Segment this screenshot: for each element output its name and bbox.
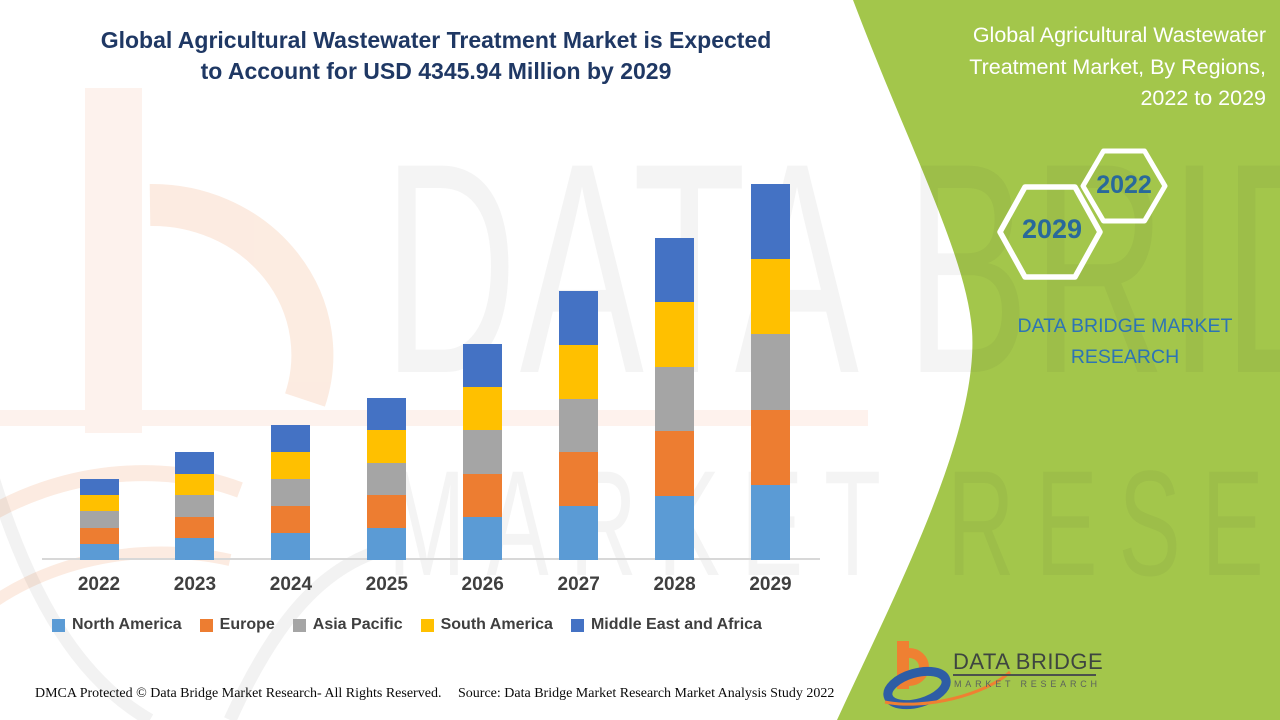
chart-title-line1: Global Agricultural Wastewater Treatment… (100, 27, 772, 53)
bar-segment-europe-2028 (655, 431, 695, 496)
bar-segment-middle-east-and-africa-2023 (175, 452, 215, 474)
bar-2022 (79, 479, 119, 560)
x-axis-label-2026: 2026 (461, 574, 504, 595)
legend-label-north-america: North America (72, 616, 182, 633)
bar-2025 (367, 398, 407, 560)
logo-sub-name: MARKET RESEARCH (954, 679, 1101, 689)
legend-swatch-north-america (52, 618, 65, 632)
bar-segment-asia-pacific-2024 (271, 479, 311, 506)
footer-source-text: Source: Data Bridge Market Research Mark… (458, 686, 835, 701)
bar-segment-north-america-2026 (463, 517, 503, 560)
bar-segment-south-america-2029 (751, 259, 790, 334)
hexagon-year-2029: 2029 (1021, 214, 1083, 244)
bar-2029 (751, 184, 790, 560)
side-panel-heading-line3: 2022 to 2029 (1140, 86, 1266, 110)
x-axis-label-2027: 2027 (557, 574, 600, 595)
bar-segment-europe-2026 (463, 474, 503, 517)
panel-brand-line2: RESEARCH (1070, 346, 1180, 368)
side-panel-heading-line2: Treatment Market, By Regions, (969, 54, 1266, 79)
legend-label-asia-pacific: Asia Pacific (312, 616, 403, 633)
x-axis-line (42, 558, 820, 560)
x-axis-label-2024: 2024 (269, 574, 313, 595)
x-axis-label-2025: 2025 (365, 574, 408, 595)
bar-2024 (271, 425, 311, 560)
legend-swatch-asia-pacific (292, 618, 306, 632)
bar-segment-north-america-2022 (79, 544, 119, 560)
bar-segment-asia-pacific-2029 (751, 334, 790, 410)
legend-swatch-europe (199, 618, 213, 632)
bar-segment-europe-2024 (271, 506, 311, 533)
bar-segment-asia-pacific-2022 (79, 511, 119, 528)
x-axis-label-2022: 2022 (77, 574, 121, 595)
bar-segment-middle-east-and-africa-2025 (367, 398, 407, 430)
bar-segment-south-america-2023 (175, 474, 215, 495)
bar-segment-north-america-2028 (655, 496, 695, 560)
panel-brand-text: DATA BRIDGE MARKET RESEARCH (975, 311, 1275, 373)
footer-dmca-text: DMCA Protected © Data Bridge Market Rese… (35, 686, 442, 701)
legend-swatch-south-america (420, 618, 434, 632)
legend-item-middle-east-and-africa: Middle East and Africa (570, 616, 762, 634)
bar-segment-south-america-2025 (367, 430, 407, 463)
bar-segment-europe-2027 (559, 452, 599, 506)
bar-segment-north-america-2024 (271, 533, 311, 560)
legend-label-europe: Europe (219, 616, 275, 633)
bar-2027 (559, 291, 599, 560)
bar-2028 (655, 238, 695, 560)
side-panel-heading-line1: Global Agricultural Wastewater (972, 23, 1266, 47)
bar-segment-europe-2025 (367, 495, 407, 528)
bar-segment-middle-east-and-africa-2029 (751, 184, 790, 259)
legend-swatch-middle-east-and-africa (570, 618, 584, 632)
logo-divider-line (953, 674, 1096, 676)
bar-segment-middle-east-and-africa-2024 (271, 425, 311, 452)
legend-item-north-america: North America (52, 616, 182, 634)
x-axis-label-2023: 2023 (173, 574, 217, 595)
bar-segment-north-america-2029 (751, 485, 790, 560)
legend-label-south-america: South America (440, 616, 553, 633)
legend-item-europe: Europe (199, 616, 275, 634)
bar-segment-europe-2023 (175, 517, 215, 538)
legend-item-asia-pacific: Asia Pacific (292, 616, 403, 634)
bar-segment-asia-pacific-2027 (559, 399, 599, 452)
bar-segment-middle-east-and-africa-2026 (463, 344, 503, 387)
bar-segment-asia-pacific-2023 (175, 495, 215, 517)
bar-2026 (463, 344, 503, 560)
bar-segment-south-america-2024 (271, 452, 311, 479)
bar-segment-south-america-2027 (559, 345, 599, 399)
legend-item-south-america: South America (420, 616, 553, 634)
hexagon-year-2022: 2022 (1096, 171, 1152, 199)
panel-brand-line1: DATA BRIDGE MARKET (1017, 315, 1233, 337)
bar-segment-south-america-2026 (463, 387, 503, 430)
chart-title: Global Agricultural Wastewater Treatment… (30, 25, 842, 87)
bar-segment-asia-pacific-2025 (367, 463, 407, 495)
bar-segment-north-america-2027 (559, 506, 599, 560)
bar-segment-north-america-2023 (175, 538, 215, 560)
x-axis-label-2028: 2028 (653, 574, 696, 595)
bar-segment-middle-east-and-africa-2022 (79, 479, 119, 495)
logo-brand-name: DATA BRIDGE (953, 649, 1104, 674)
bar-segment-asia-pacific-2026 (463, 430, 503, 474)
chart-legend: North America Europe Asia Pacific South Ame… (52, 616, 762, 634)
bar-segment-asia-pacific-2028 (655, 367, 695, 431)
bar-segment-south-america-2028 (655, 302, 695, 367)
side-panel-heading: Global Agricultural Wastewater Treatment… (906, 20, 1266, 115)
bar-segment-north-america-2025 (367, 528, 407, 560)
bar-segment-south-america-2022 (79, 495, 119, 511)
bar-segment-middle-east-and-africa-2027 (559, 291, 599, 345)
chart-title-line2: to Account for USD 4345.94 Million by 20… (200, 58, 672, 84)
bar-2023 (175, 452, 215, 560)
legend-label-middle-east-and-africa: Middle East and Africa (590, 616, 762, 633)
x-axis-label-2029: 2029 (749, 574, 792, 595)
bar-segment-europe-2029 (751, 410, 790, 485)
bar-segment-middle-east-and-africa-2028 (655, 238, 695, 302)
bar-segment-europe-2022 (79, 528, 119, 544)
